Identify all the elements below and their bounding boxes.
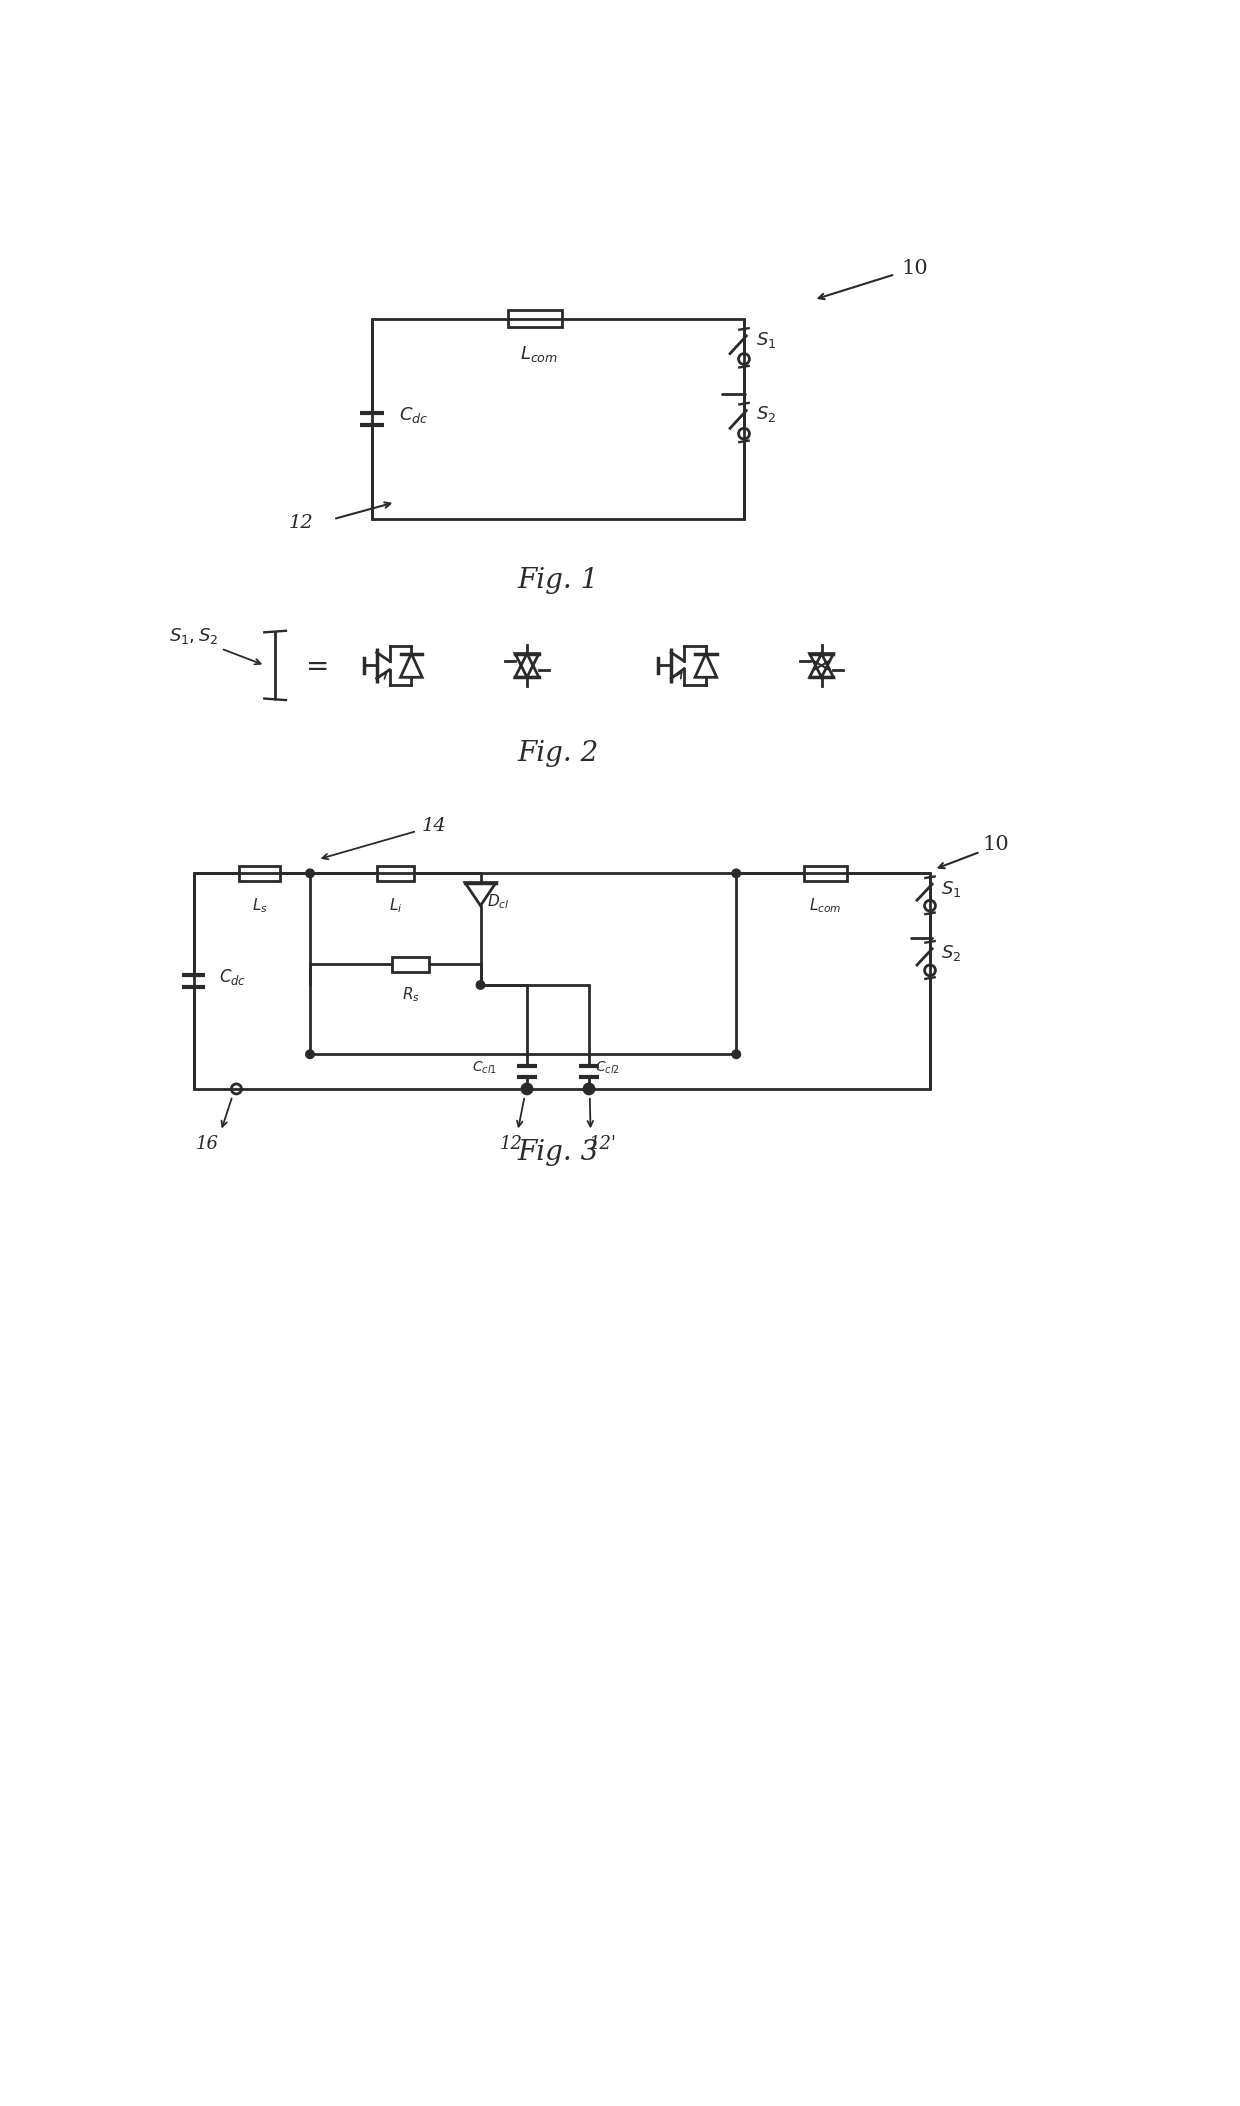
Text: 10: 10: [982, 834, 1009, 853]
Text: $C_{dc}$: $C_{dc}$: [399, 404, 429, 425]
Bar: [377, 866, 414, 880]
Bar: [507, 310, 562, 326]
Circle shape: [732, 1051, 740, 1059]
Text: Fig. 1: Fig. 1: [517, 567, 599, 594]
Text: $L_s$: $L_s$: [252, 897, 268, 916]
Text: $S_1$: $S_1$: [755, 331, 776, 350]
Circle shape: [476, 981, 485, 990]
Text: $L_{com}$: $L_{com}$: [520, 343, 558, 364]
Text: 12: 12: [500, 1135, 523, 1154]
Text: 16: 16: [196, 1135, 218, 1154]
Text: $S_1$: $S_1$: [941, 878, 961, 899]
Text: $S_1,S_2$: $S_1,S_2$: [169, 625, 218, 647]
Text: Fig. 3: Fig. 3: [517, 1139, 599, 1165]
Text: $S_2$: $S_2$: [755, 404, 776, 425]
Text: $R_s$: $R_s$: [402, 986, 419, 1005]
Text: $D_{cl}$: $D_{cl}$: [486, 893, 510, 912]
Text: $C_{dc}$: $C_{dc}$: [218, 967, 246, 988]
Bar: [239, 866, 280, 880]
Text: $C_{cl1}$: $C_{cl1}$: [472, 1059, 497, 1076]
Circle shape: [306, 870, 314, 878]
Circle shape: [585, 1085, 593, 1093]
Text: $L_{com}$: $L_{com}$: [810, 897, 842, 916]
Text: $=$: $=$: [300, 653, 327, 678]
Text: $S_2$: $S_2$: [941, 943, 961, 962]
Text: Fig. 2: Fig. 2: [517, 741, 599, 767]
Bar: [392, 956, 429, 971]
Text: 14: 14: [422, 817, 446, 834]
Text: $C_{cl2}$: $C_{cl2}$: [595, 1059, 620, 1076]
Text: $L_i$: $L_i$: [388, 897, 402, 916]
Bar: [804, 866, 847, 880]
Text: 12: 12: [289, 514, 314, 533]
Circle shape: [732, 870, 740, 878]
Circle shape: [523, 1085, 531, 1093]
Circle shape: [306, 1051, 314, 1059]
Text: 10: 10: [901, 259, 928, 278]
Text: 12': 12': [589, 1135, 618, 1154]
